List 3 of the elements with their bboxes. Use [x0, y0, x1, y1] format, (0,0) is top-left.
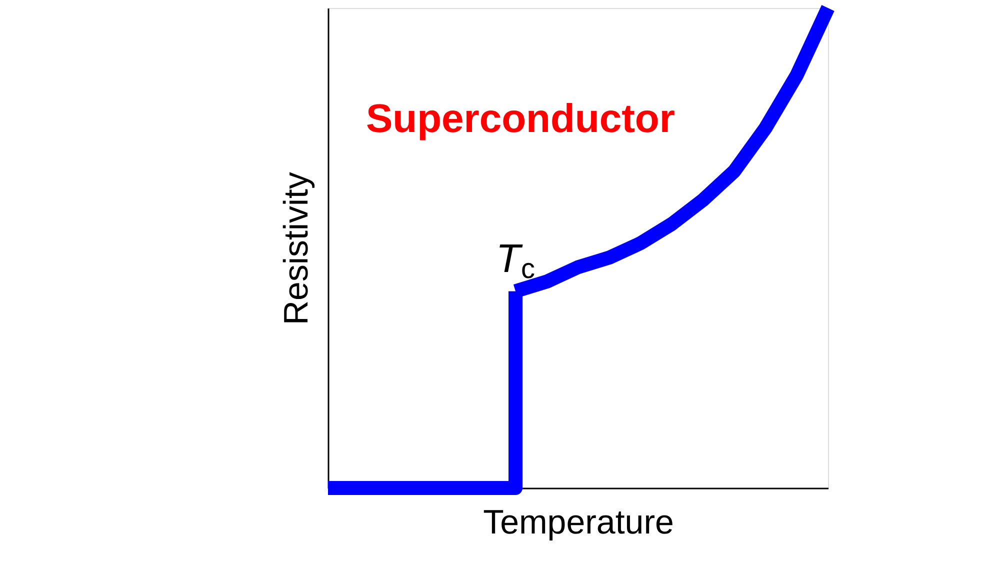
- annotation: Superconductor: [366, 97, 675, 141]
- x-axis-title: Temperature: [483, 504, 674, 542]
- y-axis-title: Resistivity: [278, 172, 316, 326]
